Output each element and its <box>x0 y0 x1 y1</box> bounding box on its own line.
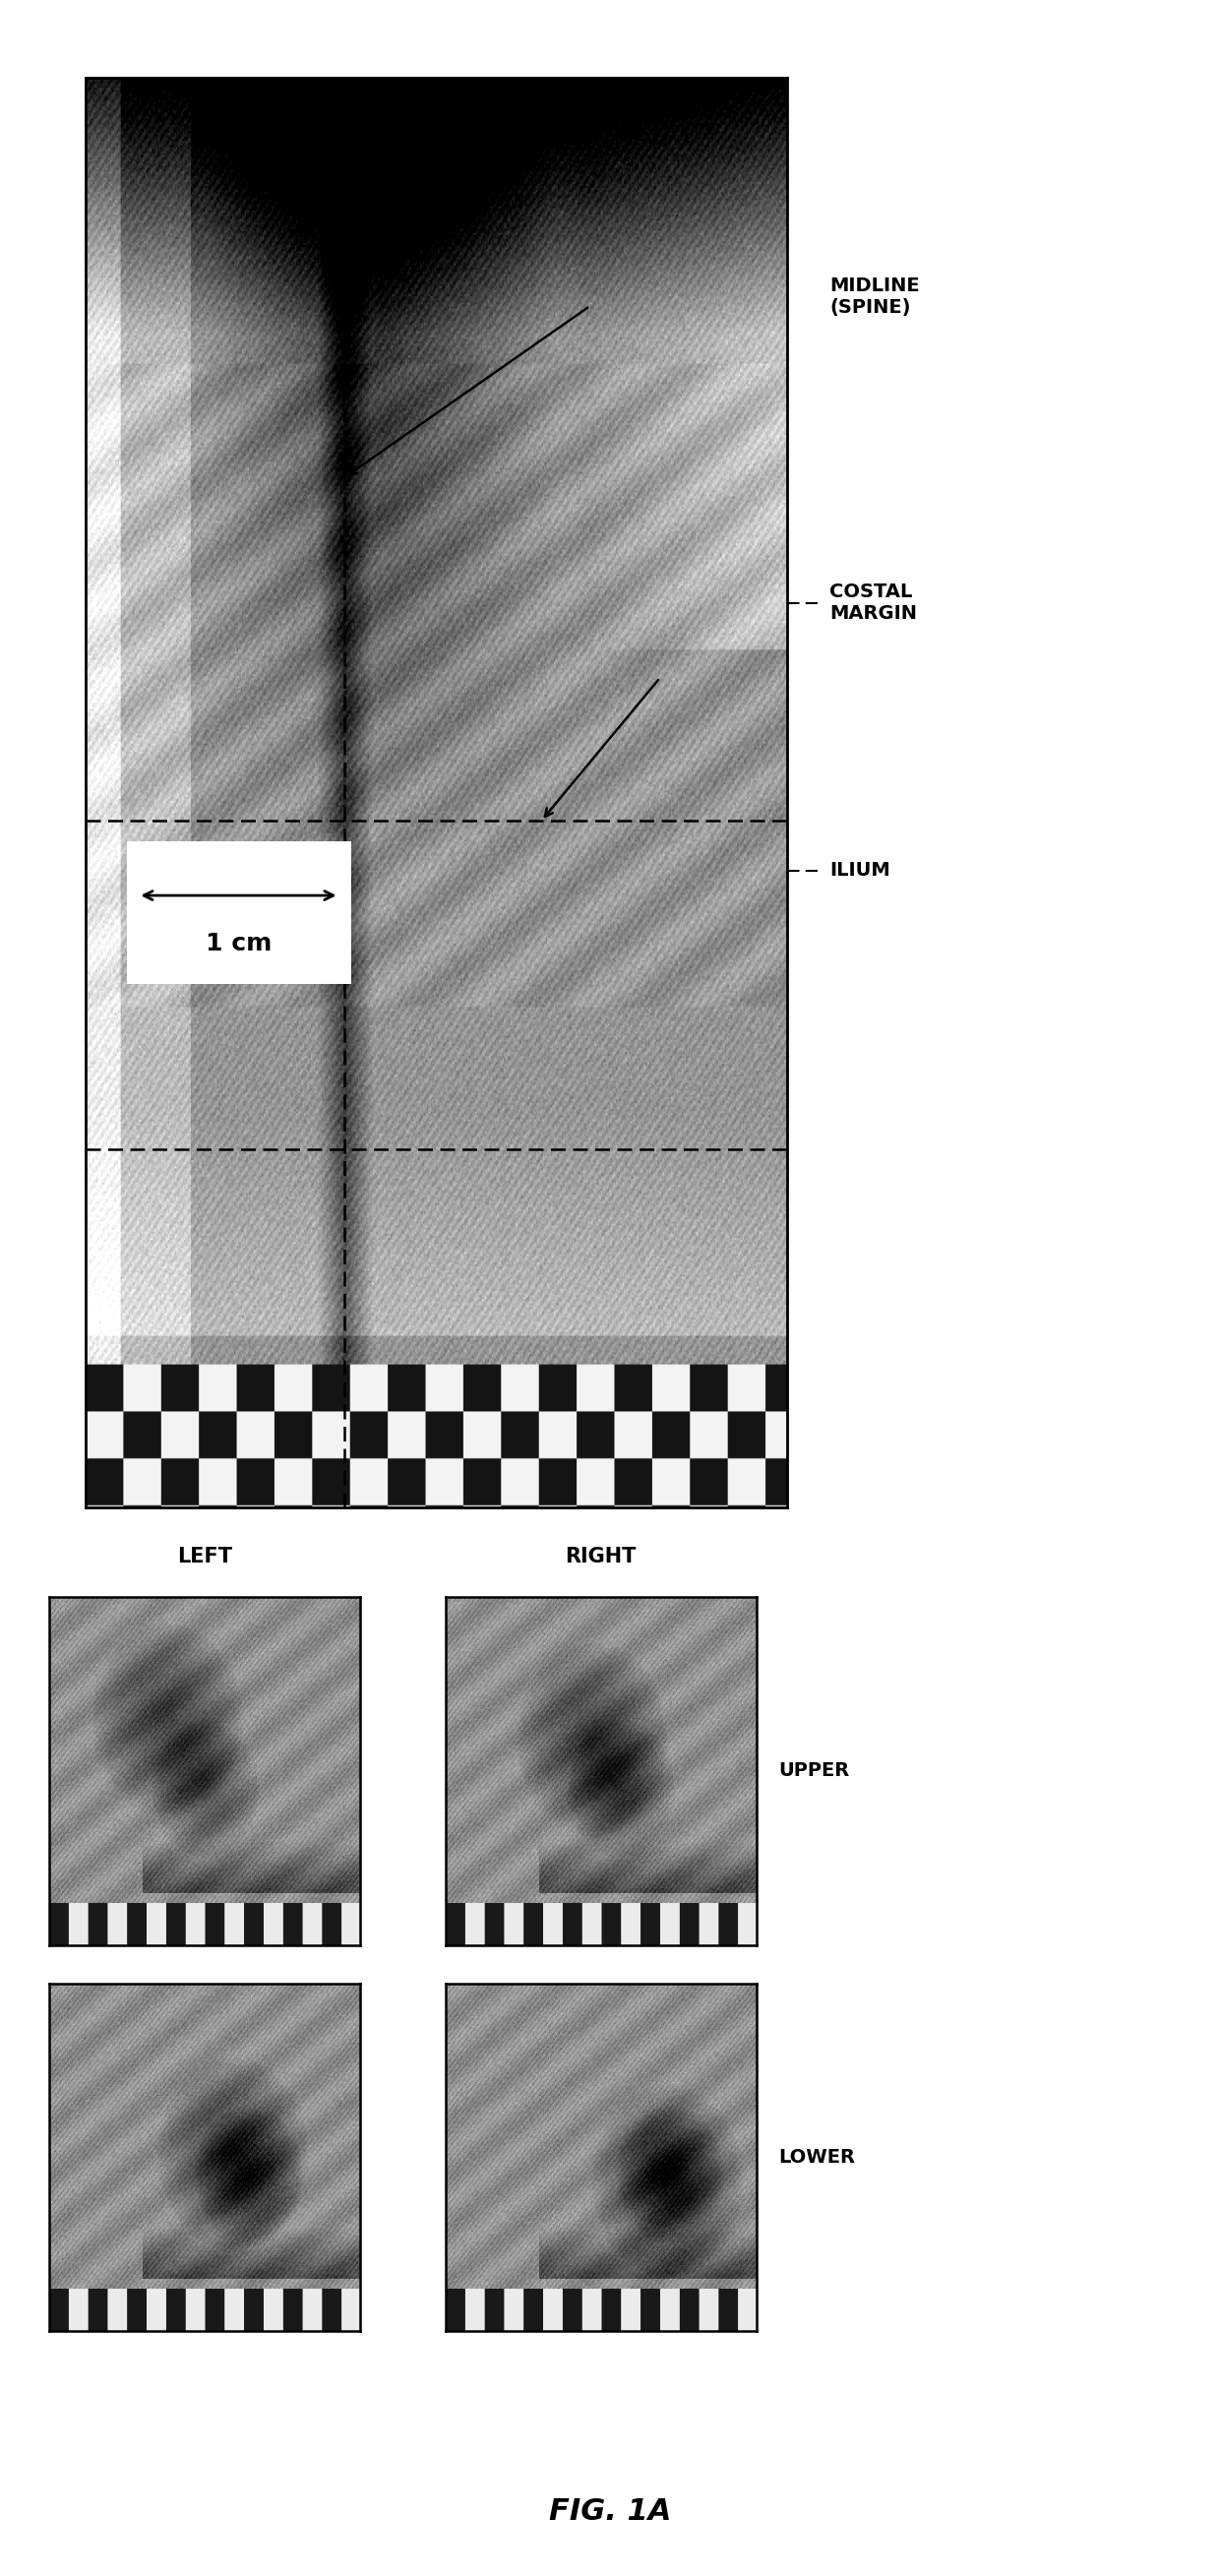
Text: UPPER: UPPER <box>778 1762 849 1780</box>
Text: RIGHT: RIGHT <box>565 1546 637 1566</box>
Text: 1 cm: 1 cm <box>206 933 272 956</box>
Text: LOWER: LOWER <box>778 2148 855 2166</box>
Text: ILIUM: ILIUM <box>830 860 891 881</box>
Text: FIG. 1A: FIG. 1A <box>549 2496 671 2527</box>
Text: MIDLINE
(SPINE): MIDLINE (SPINE) <box>830 276 920 317</box>
FancyBboxPatch shape <box>127 842 351 984</box>
Text: COSTAL
MARGIN: COSTAL MARGIN <box>830 582 917 623</box>
Text: LEFT: LEFT <box>177 1546 232 1566</box>
